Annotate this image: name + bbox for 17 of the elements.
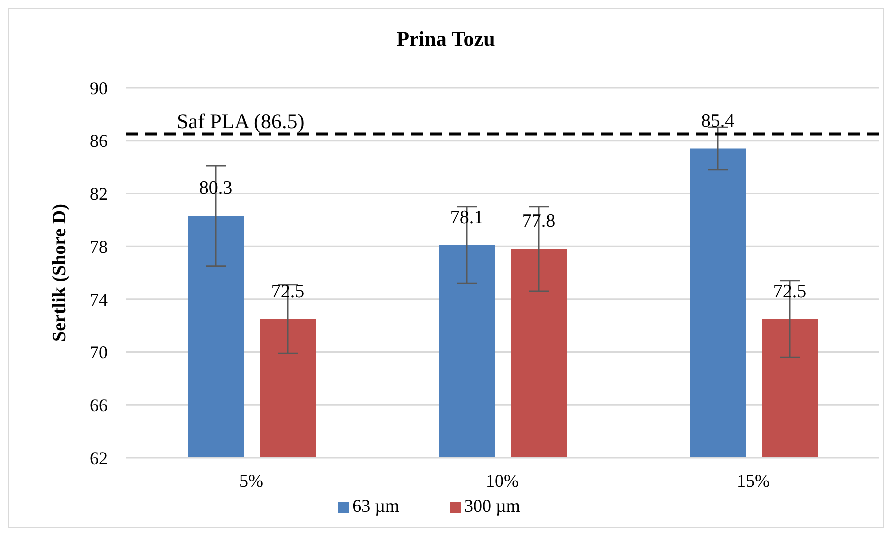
ref-line-label: Saf PLA (86.5)	[177, 109, 305, 134]
y-tick-label: 74	[90, 290, 108, 310]
y-tick-label: 86	[90, 131, 108, 152]
y-tick-label: 82	[90, 184, 108, 204]
legend-label: 63 µm	[352, 496, 400, 516]
y-tick-label: 62	[90, 448, 108, 468]
x-tick-label: 10%	[486, 470, 519, 491]
y-tick-label: 90	[90, 78, 108, 98]
chart-title: Prina Tozu	[396, 27, 496, 52]
y-tick-label: 78	[90, 236, 108, 257]
data-label: 85.4	[701, 110, 736, 132]
x-tick-label: 5%	[240, 470, 264, 491]
y-axis-title: Sertlik (Shore D)	[50, 204, 71, 342]
y-tick-label: 66	[90, 396, 108, 416]
x-tick-label: 15%	[737, 470, 770, 491]
y-tick-label: 70	[90, 342, 108, 363]
legend-label: 300 µm	[464, 496, 520, 516]
